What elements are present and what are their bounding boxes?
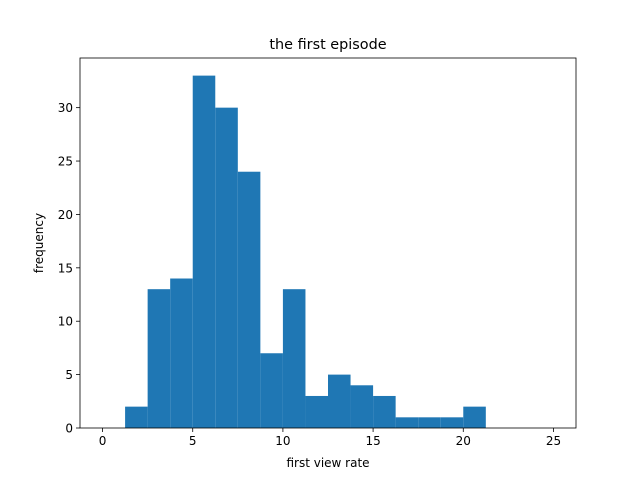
y-tick-label: 30 [58, 101, 73, 115]
histogram-bar [373, 395, 396, 428]
histogram-bar [260, 353, 283, 428]
x-tick-label: 15 [365, 434, 380, 448]
histogram-bar [192, 75, 216, 428]
x-tick-label: 20 [456, 434, 471, 448]
histogram-bar [282, 289, 306, 428]
histogram-bar [215, 107, 238, 428]
histogram-bar [395, 417, 419, 428]
x-axis-label: first view rate [286, 456, 369, 470]
x-tick-label: 5 [189, 434, 197, 448]
x-tick-label: 0 [99, 434, 107, 448]
histogram-bar [440, 417, 464, 428]
x-ticks-group: 0 5 10 15 20 25 [99, 428, 561, 448]
bars-group [125, 75, 486, 428]
y-tick-label: 25 [58, 155, 73, 169]
histogram-bar [350, 385, 374, 428]
histogram-bar [463, 406, 486, 428]
y-tick-label: 10 [58, 315, 73, 329]
histogram-bar [125, 406, 148, 428]
histogram-bar [328, 374, 351, 428]
histogram-bar [237, 171, 261, 428]
histogram-bar [147, 289, 171, 428]
x-tick-label: 25 [546, 434, 561, 448]
y-tick-label: 20 [58, 208, 73, 222]
y-tick-label: 15 [58, 261, 73, 275]
y-tick-label: 5 [65, 368, 73, 382]
histogram-bar [170, 278, 193, 428]
x-tick-label: 10 [275, 434, 290, 448]
y-axis-label: frequency [32, 213, 46, 273]
chart-title: the first episode [269, 37, 386, 53]
histogram-bar [418, 417, 441, 428]
y-tick-label: 0 [65, 422, 73, 436]
axes-frame [79, 57, 577, 429]
histogram-bar [305, 395, 328, 428]
y-ticks-group: 0 5 10 15 20 25 30 [58, 101, 80, 436]
